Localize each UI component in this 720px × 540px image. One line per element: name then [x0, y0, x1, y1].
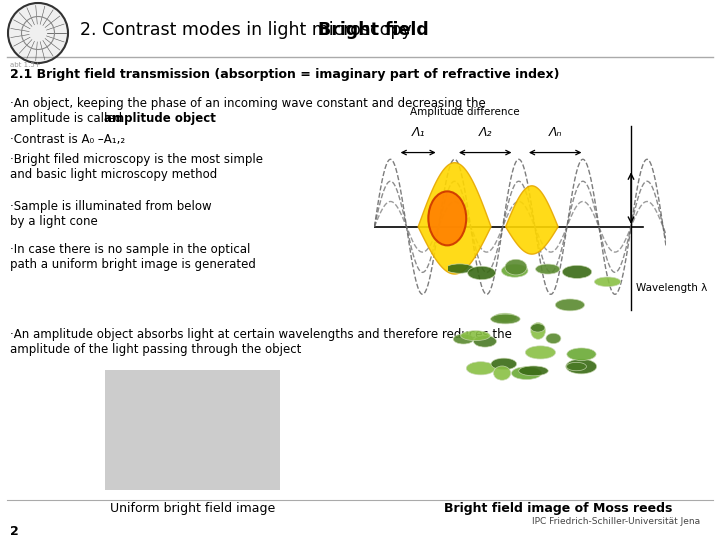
Text: amplitude of the light passing through the object: amplitude of the light passing through t… [10, 343, 302, 356]
Ellipse shape [461, 330, 490, 341]
Ellipse shape [536, 264, 560, 274]
Ellipse shape [490, 314, 520, 324]
Text: ·In case there is no sample in the optical: ·In case there is no sample in the optic… [10, 243, 251, 256]
Text: 2. Contrast modes in light microscopy:: 2. Contrast modes in light microscopy: [80, 21, 422, 39]
Ellipse shape [531, 323, 545, 332]
Text: Amplitude difference: Amplitude difference [410, 107, 520, 117]
Polygon shape [418, 163, 491, 274]
Ellipse shape [531, 322, 546, 339]
Ellipse shape [567, 348, 596, 361]
Text: Wavelength λ: Wavelength λ [636, 283, 707, 293]
Ellipse shape [493, 366, 510, 380]
Circle shape [8, 3, 68, 63]
Text: amplitude is called: amplitude is called [10, 112, 126, 125]
Ellipse shape [502, 264, 528, 277]
Ellipse shape [468, 266, 495, 280]
Text: Λ₁: Λ₁ [411, 126, 425, 139]
Polygon shape [505, 186, 558, 254]
Text: 2: 2 [10, 525, 19, 538]
Ellipse shape [546, 333, 561, 343]
Ellipse shape [595, 277, 621, 287]
Ellipse shape [566, 359, 597, 374]
Text: Λₙ: Λₙ [549, 126, 562, 139]
Text: ·Sample is illuminated from below: ·Sample is illuminated from below [10, 200, 212, 213]
Ellipse shape [474, 336, 497, 347]
FancyBboxPatch shape [105, 370, 280, 490]
Text: 2.1 Bright field transmission (absorption = imaginary part of refractive index): 2.1 Bright field transmission (absorptio… [10, 68, 559, 81]
Text: ·An amplitude object absorbs light at certain wavelengths and therefore reduces : ·An amplitude object absorbs light at ce… [10, 328, 512, 341]
Text: Λ₂: Λ₂ [479, 126, 492, 139]
Text: amplitude object: amplitude object [104, 112, 216, 125]
Text: ·An object, keeping the phase of an incoming wave constant and decreasing the: ·An object, keeping the phase of an inco… [10, 97, 486, 110]
Ellipse shape [511, 367, 541, 380]
Ellipse shape [428, 191, 467, 245]
Ellipse shape [567, 362, 586, 371]
Ellipse shape [562, 265, 592, 279]
Ellipse shape [493, 313, 516, 322]
Ellipse shape [505, 259, 527, 275]
Ellipse shape [446, 264, 474, 273]
Ellipse shape [467, 362, 495, 375]
Ellipse shape [518, 366, 548, 376]
Ellipse shape [526, 346, 556, 359]
Text: ·Bright filed microscopy is the most simple: ·Bright filed microscopy is the most sim… [10, 153, 263, 166]
Text: IPC Friedrich-Schiller-Universität Jena: IPC Friedrich-Schiller-Universität Jena [532, 517, 700, 526]
Text: Bright field image of Moss reeds: Bright field image of Moss reeds [444, 502, 672, 515]
Text: ·Contrast is A₀ –A₁,₂: ·Contrast is A₀ –A₁,₂ [10, 133, 125, 146]
Text: abt 1.5+: abt 1.5+ [10, 62, 40, 68]
Text: .: . [186, 112, 190, 125]
Ellipse shape [454, 334, 474, 344]
Ellipse shape [491, 358, 517, 370]
Text: and basic light microscopy method: and basic light microscopy method [10, 168, 217, 181]
Text: Bright field: Bright field [318, 21, 428, 39]
Text: path a uniform bright image is generated: path a uniform bright image is generated [10, 258, 256, 271]
Ellipse shape [555, 299, 585, 311]
Text: by a light cone: by a light cone [10, 215, 98, 228]
Text: Uniform bright field image: Uniform bright field image [110, 502, 276, 515]
